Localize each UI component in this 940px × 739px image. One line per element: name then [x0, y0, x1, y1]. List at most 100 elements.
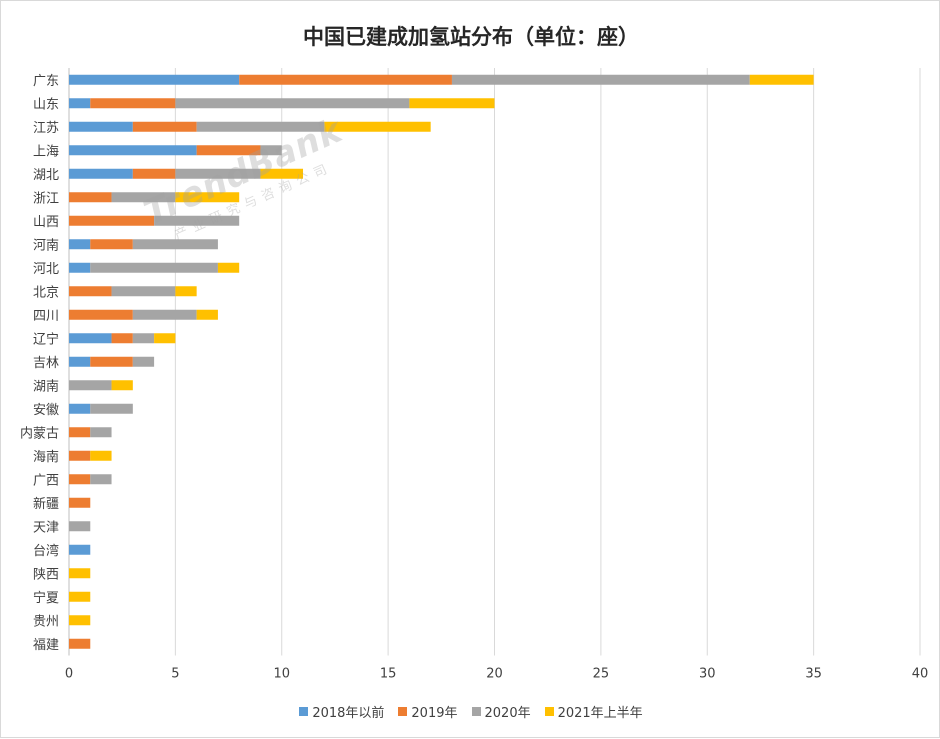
- bar-segment: [132, 121, 197, 132]
- bar-segment: [749, 74, 814, 85]
- category-label: 山西: [33, 215, 59, 230]
- legend-swatch: [398, 707, 408, 716]
- bar-segment: [90, 356, 133, 367]
- x-tick-label: 30: [699, 667, 716, 682]
- bar-segment: [69, 450, 91, 461]
- bar-segment: [260, 145, 282, 156]
- category-label: 海南: [33, 449, 59, 465]
- bar-segment: [69, 403, 91, 414]
- bar-segment: [196, 145, 261, 156]
- bar-segment: [69, 121, 133, 132]
- bar-segment: [69, 568, 91, 579]
- bar-segment: [69, 615, 91, 626]
- category-label: 吉林: [33, 356, 59, 371]
- bar-segment: [69, 638, 91, 649]
- bar-segment: [69, 145, 197, 156]
- bar-segment: [69, 356, 91, 367]
- category-label: 贵州: [33, 614, 59, 629]
- x-tick-label: 35: [805, 667, 822, 682]
- legend-swatch: [471, 707, 481, 716]
- bar-segment: [69, 262, 91, 273]
- bar-segment: [132, 309, 197, 320]
- category-label: 广西: [33, 473, 59, 488]
- category-label: 广东: [33, 74, 59, 89]
- bar-segment: [132, 239, 218, 250]
- legend-label: 2019年: [411, 706, 458, 721]
- bar-segment: [409, 98, 495, 109]
- bar-segment: [260, 168, 304, 179]
- bar-segment: [196, 121, 325, 132]
- category-label: 湖南: [33, 378, 59, 394]
- bar-segment: [90, 474, 112, 485]
- category-label: 台湾: [33, 543, 59, 559]
- category-label: 河北: [33, 262, 59, 277]
- category-label: 新疆: [33, 496, 59, 512]
- legend-item: 2018年以前: [299, 702, 384, 721]
- category-label: 辽宁: [33, 331, 59, 347]
- bar-segment: [69, 427, 91, 438]
- category-label: 天津: [33, 520, 59, 535]
- bar-segment: [90, 403, 133, 414]
- bar-segment: [111, 380, 133, 391]
- bar-segment: [69, 286, 112, 297]
- legend-label: 2021年上半年: [557, 706, 643, 721]
- category-label: 河南: [33, 237, 59, 253]
- bar-segment: [69, 380, 112, 391]
- x-tick-label: 5: [171, 667, 179, 682]
- bar-segment: [111, 192, 176, 203]
- bar-segment: [69, 192, 112, 203]
- bar-segment: [111, 286, 176, 297]
- category-label: 福建: [33, 638, 59, 653]
- bar-segment: [69, 98, 91, 109]
- legend-label: 2020年: [484, 706, 531, 721]
- bar-segment: [69, 474, 91, 485]
- bar-segment: [175, 168, 261, 179]
- bar-segment: [90, 450, 112, 461]
- bar-segment: [175, 286, 197, 297]
- bar-segment: [154, 215, 240, 226]
- bar-segment: [90, 427, 112, 438]
- category-label: 陕西: [33, 567, 59, 582]
- bar-segment: [69, 497, 91, 508]
- legend-label: 2018年以前: [312, 706, 385, 721]
- category-label: 湖北: [33, 168, 59, 183]
- legend-item: 2021年上半年: [544, 702, 643, 721]
- bar-segment: [132, 168, 176, 179]
- bar-segment: [69, 74, 240, 85]
- x-tick-label: 10: [273, 667, 290, 682]
- legend-item: 2020年: [471, 702, 531, 721]
- legend-item: 2019年: [398, 702, 458, 721]
- category-label: 内蒙古: [20, 425, 59, 441]
- bar-segment: [132, 356, 155, 367]
- x-tick-label: 25: [593, 667, 610, 682]
- bar-segment: [217, 262, 240, 273]
- bar-segment: [111, 333, 133, 344]
- legend: 2018年以前 2019年 2020年 2021年上半年: [1, 702, 940, 721]
- bar-segment: [69, 309, 133, 320]
- bar-segment: [69, 544, 91, 555]
- bar-segment: [451, 74, 750, 85]
- bar-segment: [69, 215, 155, 226]
- category-label: 宁夏: [33, 590, 59, 606]
- category-label: 北京: [33, 285, 59, 300]
- bar-segment: [90, 98, 176, 109]
- category-label: 安徽: [33, 403, 59, 418]
- bar-segment: [69, 333, 112, 344]
- category-label: 四川: [33, 309, 59, 324]
- bar-segment: [90, 239, 133, 250]
- bar-segment: [175, 192, 240, 203]
- legend-swatch: [544, 707, 554, 716]
- category-label: 江苏: [33, 120, 59, 136]
- bar-segment: [90, 262, 218, 273]
- bar-segment: [69, 591, 91, 602]
- x-tick-label: 20: [486, 667, 503, 682]
- bar-segment: [69, 239, 91, 250]
- bar-segment: [324, 121, 431, 132]
- bar-segment: [132, 333, 155, 344]
- category-label: 浙江: [33, 191, 59, 206]
- category-label: 山东: [33, 97, 59, 112]
- bar-segment: [154, 333, 176, 344]
- bar-segment: [175, 98, 410, 109]
